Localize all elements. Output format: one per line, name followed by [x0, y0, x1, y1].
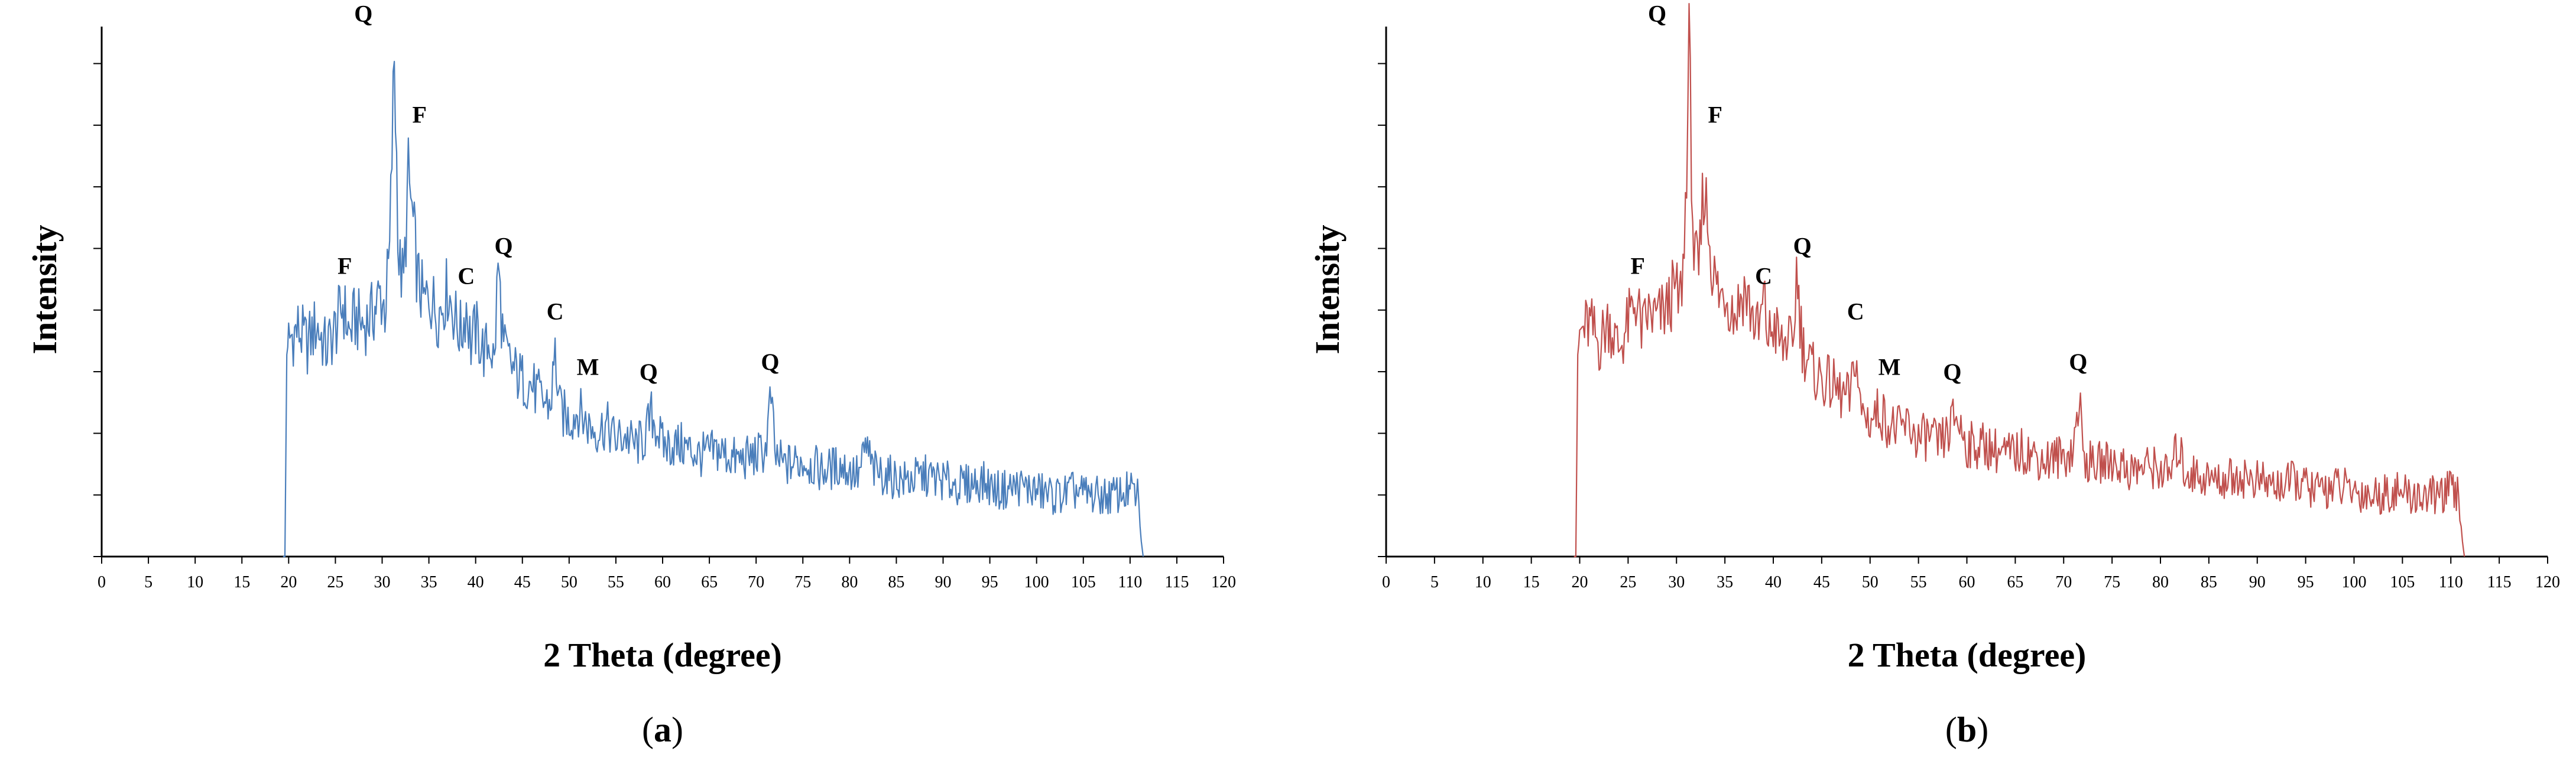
x-tick-label: 70 — [2055, 573, 2072, 591]
x-tick-label: 60 — [654, 573, 671, 591]
x-tick-label: 5 — [1430, 573, 1439, 591]
peak-label-f: F — [1708, 101, 1722, 128]
x-tick-label: 95 — [2298, 573, 2314, 591]
x-tick-label: 100 — [1024, 573, 1049, 591]
x-tick-label: 15 — [1523, 573, 1540, 591]
x-tick-label: 20 — [280, 573, 297, 591]
x-tick-label: 80 — [2152, 573, 2169, 591]
x-tick-label: 30 — [374, 573, 391, 591]
x-tick-label: 65 — [2007, 573, 2023, 591]
x-tick-label: 60 — [1959, 573, 1975, 591]
x-tick-label: 45 — [1813, 573, 1830, 591]
panel-label: (b) — [1945, 710, 1988, 749]
x-tick-label: 50 — [561, 573, 578, 591]
x-tick-label: 110 — [1118, 573, 1142, 591]
peak-label-c: C — [458, 263, 475, 290]
x-tick-label: 115 — [2487, 573, 2512, 591]
x-tick-label: 85 — [2201, 573, 2217, 591]
xrd-series-line — [1573, 2, 2465, 558]
x-tick-label: 75 — [794, 573, 811, 591]
x-tick-label: 75 — [2104, 573, 2120, 591]
x-tick-label: 105 — [1071, 573, 1096, 591]
peak-label-f: F — [338, 253, 352, 279]
x-tick-label: 10 — [1475, 573, 1491, 591]
x-tick-label: 25 — [327, 573, 343, 591]
peak-label-f: F — [1631, 253, 1645, 279]
x-tick-label: 70 — [748, 573, 764, 591]
x-tick-label: 85 — [888, 573, 904, 591]
x-tick-label: 55 — [608, 573, 624, 591]
xrd-series-line — [283, 60, 1144, 558]
x-tick-label: 105 — [2390, 573, 2415, 591]
x-tick-label: 95 — [982, 573, 998, 591]
x-tick-label: 10 — [187, 573, 203, 591]
peak-label-q: Q — [495, 232, 513, 259]
x-tick-label: 40 — [1765, 573, 1782, 591]
peak-label-f: F — [413, 101, 427, 128]
peak-label-q: Q — [1793, 232, 1812, 259]
x-tick-label: 80 — [841, 573, 858, 591]
x-tick-label: 25 — [1620, 573, 1636, 591]
peak-label-m: M — [1879, 353, 1901, 380]
x-axis-label: 2 Theta (degree) — [543, 636, 782, 674]
peak-label-q: Q — [761, 349, 779, 375]
x-tick-label: 0 — [1382, 573, 1390, 591]
x-tick-label: 110 — [2439, 573, 2463, 591]
x-tick-label: 65 — [701, 573, 718, 591]
x-tick-label: 90 — [935, 573, 952, 591]
x-tick-label: 35 — [421, 573, 437, 591]
x-tick-label: 15 — [233, 573, 250, 591]
x-tick-label: 30 — [1668, 573, 1685, 591]
peak-label-q: Q — [1648, 0, 1666, 27]
x-tick-label: 115 — [1164, 573, 1189, 591]
x-axis-label: 2 Theta (degree) — [1848, 636, 2087, 674]
peak-label-q: Q — [1943, 359, 1961, 385]
peak-label-m: M — [577, 353, 599, 380]
x-tick-label: 5 — [144, 573, 153, 591]
panel-b: 0 5 10 15 20 25 30 35 40 45 50 55 60 65 70 75 80 85 90 95 10… — [1308, 0, 2560, 749]
x-tick-label: 90 — [2249, 573, 2266, 591]
x-tick-label: 20 — [1572, 573, 1588, 591]
x-tick-label: 45 — [514, 573, 531, 591]
x-tick-label: 120 — [2535, 573, 2560, 591]
x-tick-label: 50 — [1862, 573, 1879, 591]
x-tick-label: 55 — [1910, 573, 1927, 591]
y-axis-label: Intensity — [25, 225, 64, 354]
peak-label-c: C — [1847, 298, 1864, 324]
x-tick-label: 0 — [98, 573, 106, 591]
peak-label-c: C — [547, 298, 564, 324]
peak-label-c: C — [1755, 263, 1772, 290]
x-tick-label: 40 — [468, 573, 484, 591]
peak-label-q: Q — [2069, 349, 2087, 375]
peak-label-q: Q — [640, 359, 658, 385]
x-tick-label: 35 — [1717, 573, 1733, 591]
peak-label-q: Q — [354, 0, 372, 27]
panel-label: (a) — [642, 710, 683, 749]
panel-a: 0 5 10 15 20 25 30 35 40 45 50 55 60 65 70 75 80 85 90 95 10… — [25, 0, 1236, 749]
x-tick-label: 100 — [2342, 573, 2367, 591]
y-axis-label: Intensity — [1308, 225, 1347, 354]
x-tick-label: 120 — [1211, 573, 1236, 591]
